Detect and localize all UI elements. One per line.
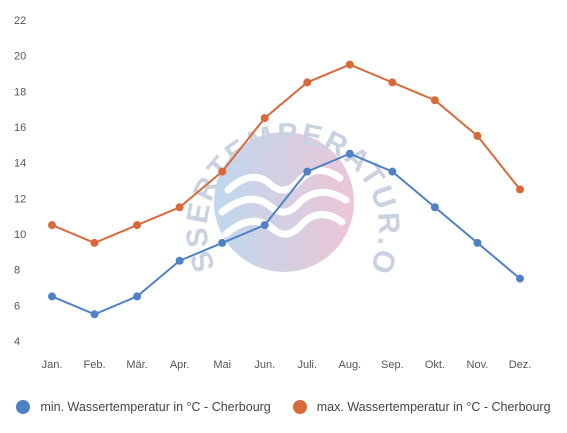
x-tick-label: Mai bbox=[213, 359, 231, 371]
data-point[interactable] bbox=[48, 221, 56, 230]
data-point[interactable] bbox=[218, 167, 227, 176]
x-tick-label: Mär. bbox=[126, 359, 147, 371]
data-point[interactable] bbox=[175, 203, 184, 212]
series-line bbox=[51, 63, 521, 245]
legend-marker-max bbox=[292, 400, 307, 414]
legend-marker-min bbox=[16, 400, 31, 414]
data-point[interactable] bbox=[90, 310, 99, 319]
watermark-text: WASSERTEMPERATUR.ORG bbox=[0, 0, 406, 280]
data-point[interactable] bbox=[430, 203, 439, 212]
x-tick-label: Jun. bbox=[254, 359, 275, 371]
y-tick-label: 14 bbox=[14, 158, 26, 170]
data-point[interactable] bbox=[48, 292, 56, 301]
x-tick-label: Nov. bbox=[467, 359, 489, 371]
data-point[interactable] bbox=[260, 221, 269, 230]
y-tick-label: 6 bbox=[14, 300, 20, 312]
x-tick-label: Jan. bbox=[42, 359, 63, 371]
data-point[interactable] bbox=[218, 238, 227, 247]
y-tick-label: 20 bbox=[14, 51, 26, 63]
x-tick-label: Dez. bbox=[509, 359, 532, 371]
data-point[interactable] bbox=[388, 78, 397, 87]
y-tick-label: 16 bbox=[14, 122, 26, 134]
data-point[interactable] bbox=[133, 292, 142, 301]
data-point[interactable] bbox=[473, 238, 482, 247]
x-tick-label: Sep. bbox=[381, 359, 404, 371]
data-point[interactable] bbox=[303, 78, 312, 87]
series-1 bbox=[48, 60, 524, 247]
data-point[interactable] bbox=[175, 256, 184, 265]
data-point[interactable] bbox=[260, 114, 269, 123]
legend-item-max[interactable]: max. Wassertemperatur in °C - Cherbourg bbox=[292, 400, 551, 414]
waves-logo-icon bbox=[218, 167, 350, 238]
legend-label-min: min. Wassertemperatur in °C - Cherbourg bbox=[40, 400, 271, 414]
y-tick-label: 12 bbox=[14, 193, 26, 205]
y-axis: 4 6 8 10 12 14 16 18 20 22 bbox=[14, 15, 26, 348]
watermark-logo: WASSERTEMPERATUR.ORG bbox=[0, 0, 406, 280]
data-point[interactable] bbox=[473, 131, 482, 140]
x-tick-label: Aug. bbox=[338, 359, 361, 371]
data-point[interactable] bbox=[516, 185, 524, 194]
data-point[interactable] bbox=[303, 167, 312, 176]
x-tick-label: Okt. bbox=[425, 359, 445, 371]
data-point[interactable] bbox=[430, 96, 439, 105]
data-point[interactable] bbox=[345, 60, 354, 69]
y-tick-label: 4 bbox=[14, 336, 20, 348]
data-point[interactable] bbox=[133, 221, 142, 230]
x-tick-label: Apr. bbox=[170, 359, 190, 371]
line-chart: WASSERTEMPERATUR.ORG 4 6 8 10 12 14 16 18 20 22 J… bbox=[0, 0, 532, 371]
x-axis: Jan. Feb. Mär. Apr. Mai Jun. Juli. Aug. Sep. Okt.… bbox=[42, 359, 532, 371]
y-tick-label: 18 bbox=[14, 86, 26, 98]
series-0 bbox=[48, 149, 524, 319]
series-line bbox=[51, 152, 521, 316]
data-point[interactable] bbox=[516, 274, 524, 283]
data-point[interactable] bbox=[90, 238, 99, 247]
data-point[interactable] bbox=[388, 167, 397, 176]
x-tick-label: Juli. bbox=[297, 359, 317, 371]
data-point[interactable] bbox=[345, 149, 354, 158]
legend-item-min[interactable]: min. Wassertemperatur in °C - Cherbourg bbox=[16, 400, 271, 414]
x-tick-label: Feb. bbox=[84, 359, 106, 371]
legend: min. Wassertemperatur in °C - Cherbourg … bbox=[0, 396, 567, 418]
y-tick-label: 22 bbox=[14, 15, 26, 27]
series-layer bbox=[48, 60, 524, 319]
y-tick-label: 8 bbox=[14, 265, 20, 277]
y-tick-label: 10 bbox=[14, 229, 26, 241]
legend-label-max: max. Wassertemperatur in °C - Cherbourg bbox=[316, 400, 551, 414]
